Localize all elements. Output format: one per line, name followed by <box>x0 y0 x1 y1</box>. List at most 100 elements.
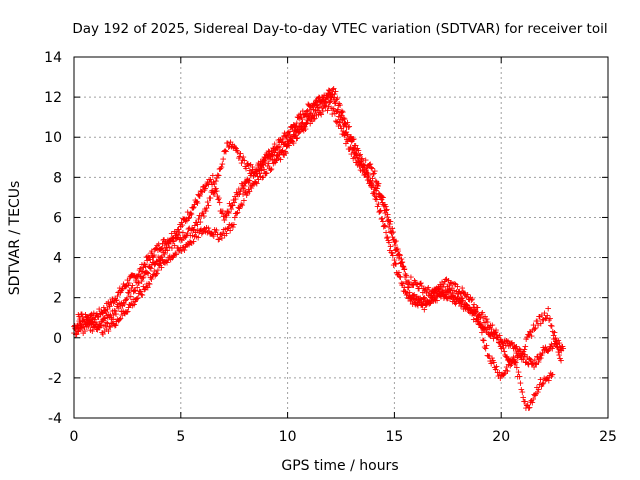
data-point: + <box>496 337 503 350</box>
data-point: + <box>505 354 512 367</box>
data-point: + <box>556 348 563 361</box>
data-point: + <box>204 176 211 189</box>
data-point: + <box>217 162 224 175</box>
data-point: + <box>252 164 259 177</box>
data-point: + <box>186 221 193 234</box>
data-point: + <box>437 290 444 303</box>
data-point: + <box>304 110 311 123</box>
data-point: + <box>313 99 320 112</box>
data-point: + <box>303 109 310 122</box>
data-point: + <box>175 223 182 236</box>
x-tick-labels: 0 5 10 15 20 25 <box>70 57 617 445</box>
data-point: + <box>226 197 233 210</box>
data-point: + <box>439 284 446 297</box>
data-point: + <box>335 110 342 123</box>
data-point: + <box>325 86 332 99</box>
data-point: + <box>166 241 173 254</box>
data-point: + <box>381 204 388 217</box>
data-point: + <box>326 96 333 109</box>
data-point: + <box>263 148 270 161</box>
data-point: + <box>524 398 531 411</box>
data-point: + <box>149 256 156 269</box>
data-point: + <box>247 179 254 192</box>
data-point: + <box>117 299 124 312</box>
data-point: + <box>404 287 411 300</box>
data-point: + <box>487 319 494 332</box>
data-point: + <box>349 133 356 146</box>
data-point: + <box>351 133 358 146</box>
data-point: + <box>262 167 269 180</box>
data-point: + <box>259 155 266 168</box>
data-point: + <box>197 184 204 197</box>
data-point: + <box>326 84 333 97</box>
data-point: + <box>174 241 181 254</box>
data-point: + <box>384 211 391 224</box>
data-point: + <box>194 197 201 210</box>
data-point: + <box>508 337 515 350</box>
data-point: + <box>470 306 477 319</box>
data-point: + <box>453 285 460 298</box>
data-point: + <box>297 120 304 133</box>
data-point: + <box>142 266 149 279</box>
data-point: + <box>325 100 332 113</box>
data-point: + <box>95 321 102 334</box>
data-point: + <box>427 290 434 303</box>
data-point: + <box>292 123 299 136</box>
data-point: + <box>528 329 535 342</box>
data-point: + <box>331 103 338 116</box>
data-point: + <box>212 182 219 195</box>
data-point: + <box>309 114 316 127</box>
data-point: + <box>342 118 349 131</box>
data-point: + <box>98 305 105 318</box>
data-point: + <box>280 138 287 151</box>
data-point: + <box>476 308 483 321</box>
data-point: + <box>220 226 227 239</box>
data-point: + <box>268 162 275 175</box>
data-point: + <box>170 235 177 248</box>
data-point: + <box>473 312 480 325</box>
data-point: + <box>216 196 223 209</box>
data-point: + <box>502 364 509 377</box>
data-point: + <box>406 276 413 289</box>
data-point: + <box>434 282 441 295</box>
data-point: + <box>143 281 150 294</box>
data-point: + <box>426 286 433 299</box>
data-point: + <box>82 324 89 337</box>
data-point: + <box>413 291 420 304</box>
data-point: + <box>180 226 187 239</box>
data-point: + <box>322 96 329 109</box>
data-point: + <box>502 348 509 361</box>
data-point: + <box>499 335 506 348</box>
data-point: + <box>454 293 461 306</box>
data-point: + <box>491 328 498 341</box>
data-point: + <box>484 321 491 334</box>
data-point: + <box>510 342 517 355</box>
data-point: + <box>332 107 339 120</box>
data-point: + <box>551 326 558 339</box>
data-point: + <box>375 177 382 190</box>
data-point: + <box>137 262 144 275</box>
data-point: + <box>436 281 443 294</box>
data-point: + <box>357 148 364 161</box>
data-point: + <box>322 99 329 112</box>
data-point: + <box>267 153 274 166</box>
data-point: + <box>387 224 394 237</box>
data-point: + <box>140 261 147 274</box>
data-point: + <box>179 234 186 247</box>
data-point: + <box>201 184 208 197</box>
data-point: + <box>168 235 175 248</box>
data-point: + <box>112 318 119 331</box>
data-point: + <box>265 152 272 165</box>
data-point: + <box>250 177 257 190</box>
data-point: + <box>299 123 306 136</box>
data-point: + <box>329 107 336 120</box>
data-point: + <box>239 177 246 190</box>
data-point: + <box>335 99 342 112</box>
data-point: + <box>502 339 509 352</box>
data-point: + <box>541 372 548 385</box>
data-point: + <box>367 157 374 170</box>
data-point: + <box>445 274 452 287</box>
data-point: + <box>197 224 204 237</box>
data-point: + <box>431 283 438 296</box>
data-point: + <box>303 105 310 118</box>
